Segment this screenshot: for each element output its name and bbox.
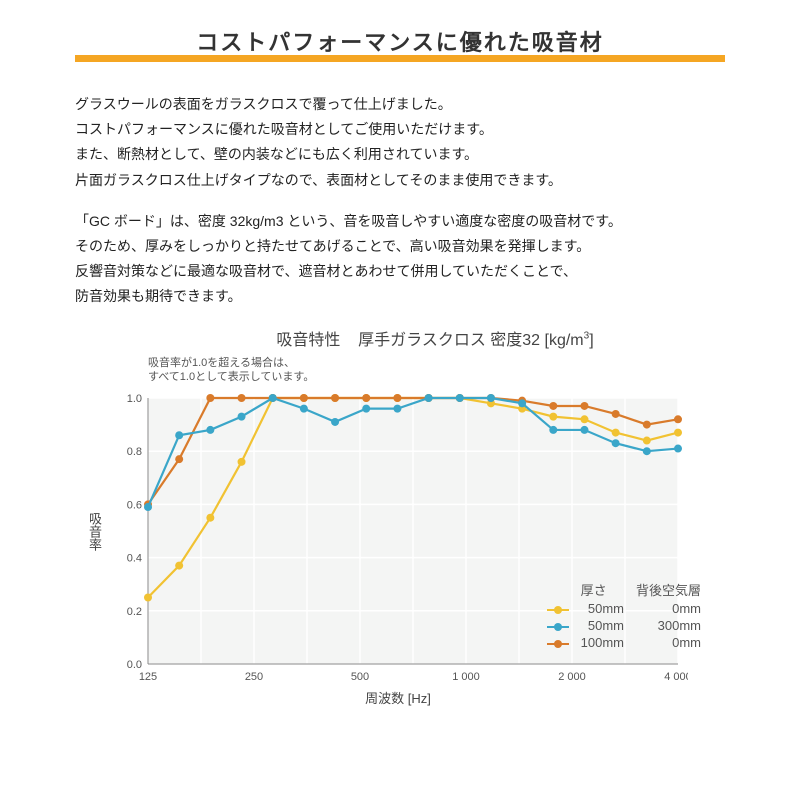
chart-note-line1: 吸音率が1.0を超える場合は、 bbox=[148, 357, 295, 369]
heading-text: コストパフォーマンスに優れた吸音材 bbox=[196, 25, 604, 57]
body-paragraph: グラスウールの表面をガラスクロスで覆って仕上げました。コストパフォーマンスに優れ… bbox=[75, 92, 725, 193]
xaxis-label: 周波数 [Hz] bbox=[108, 688, 688, 707]
body-line: また、断熱材として、壁の内装などにも広く利用されています。 bbox=[75, 142, 725, 167]
svg-text:0.6: 0.6 bbox=[127, 499, 142, 511]
body-line: コストパフォーマンスに優れた吸音材としてご使用いただけます。 bbox=[75, 117, 725, 142]
body-line: 「GC ボード」は、密度 32kg/m3 という、音を吸音しやすい適度な密度の吸… bbox=[75, 209, 725, 234]
svg-text:1 000: 1 000 bbox=[452, 671, 480, 683]
chart-legend: 厚さ背後空気層50mm0mm50mm300mm100mm0mm bbox=[541, 579, 707, 651]
chart-title-prefix: 吸音特性 bbox=[276, 332, 340, 349]
svg-text:125: 125 bbox=[139, 671, 157, 683]
body-paragraphs: グラスウールの表面をガラスクロスで覆って仕上げました。コストパフォーマンスに優れ… bbox=[75, 92, 725, 310]
chart-container: 吸音特性 厚手ガラスクロス 密度32 [kg/m3] 吸音率 吸音率が1.0を超… bbox=[85, 326, 725, 708]
svg-text:0.2: 0.2 bbox=[127, 606, 142, 618]
svg-text:250: 250 bbox=[245, 671, 263, 683]
chart-title-suffix: 厚手ガラスクロス 密度32 [kg/m bbox=[358, 332, 584, 349]
yaxis-label: 吸音率 bbox=[85, 356, 108, 708]
svg-text:0.8: 0.8 bbox=[127, 446, 142, 458]
body-line: グラスウールの表面をガラスクロスで覆って仕上げました。 bbox=[75, 92, 725, 117]
body-line: 片面ガラスクロス仕上げタイプなので、表面材としてそのまま使用できます。 bbox=[75, 168, 725, 193]
page-heading: コストパフォーマンスに優れた吸音材 bbox=[75, 25, 725, 62]
svg-text:0.0: 0.0 bbox=[127, 659, 142, 671]
chart-note: 吸音率が1.0を超える場合は、 すべて1.0として表示しています。 bbox=[148, 356, 688, 385]
body-line: 防音効果も期待できます。 bbox=[75, 284, 725, 309]
body-paragraph: 「GC ボード」は、密度 32kg/m3 という、音を吸音しやすい適度な密度の吸… bbox=[75, 209, 725, 310]
svg-text:500: 500 bbox=[351, 671, 369, 683]
svg-text:2 000: 2 000 bbox=[558, 671, 586, 683]
chart-title: 吸音特性 厚手ガラスクロス 密度32 [kg/m3] bbox=[145, 326, 725, 350]
chart-note-line2: すべて1.0として表示しています。 bbox=[148, 371, 314, 383]
svg-text:1.0: 1.0 bbox=[127, 393, 142, 405]
body-line: そのため、厚みをしっかりと持たせてあげることで、高い吸音効果を発揮します。 bbox=[75, 234, 725, 259]
svg-text:4 000: 4 000 bbox=[664, 671, 688, 683]
chart-title-end: ] bbox=[589, 332, 593, 349]
svg-text:0.4: 0.4 bbox=[127, 553, 142, 565]
body-line: 反響音対策などに最適な吸音材で、遮音材とあわせて併用していただくことで、 bbox=[75, 259, 725, 284]
